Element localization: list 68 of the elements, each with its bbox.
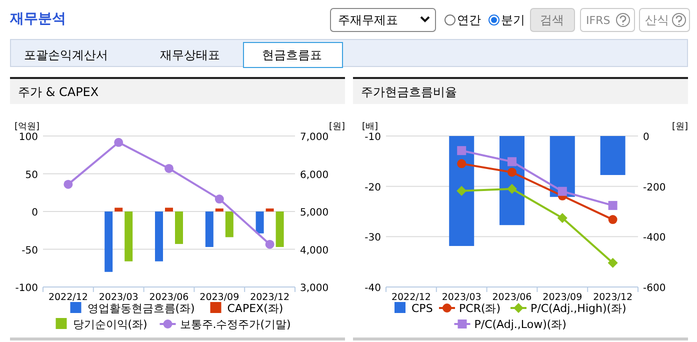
legend-label: CAPEX(좌) (227, 302, 284, 315)
point (608, 215, 618, 224)
point (558, 186, 567, 196)
x-tick-label: 2023/12 (593, 292, 633, 303)
y2-tick-label: 3,000 (300, 283, 329, 294)
y-axis-title: [억원] (14, 122, 40, 132)
y2-axis-title: [원] (328, 122, 346, 132)
x-tick-label: 2023/06 (149, 292, 189, 303)
chart-title: 주가현금흐름비율 (361, 85, 457, 99)
y2-tick-label: 6,000 (300, 170, 329, 181)
x-tick-label: 2023/09 (542, 292, 582, 303)
point (64, 180, 73, 189)
button: 검색 (530, 8, 575, 32)
point (114, 138, 124, 147)
y2-tick-label: -400 (643, 232, 666, 244)
legend-label: 보통주.수정주가(기말) (180, 318, 291, 331)
y2-tick-label: 5,000 (300, 208, 329, 218)
y-tick-label: 50 (25, 170, 38, 181)
y2-tick-label: 4,000 (300, 245, 329, 256)
legend-label: PCR(좌) (459, 302, 501, 315)
button: 산식 (639, 8, 690, 32)
text: 분기 (501, 13, 525, 27)
point (608, 258, 618, 268)
point (608, 200, 618, 210)
chart-title: 주가 & CAPEX (18, 85, 99, 99)
y-tick-label: -20 (364, 182, 381, 194)
y-tick-label: -10 (364, 132, 381, 143)
text: 연간 (457, 13, 481, 27)
y2-tick-label: -200 (643, 182, 666, 194)
button: IFRS (580, 8, 635, 32)
point (508, 157, 516, 166)
y2-axis-title: [원] (672, 122, 688, 132)
text: 재무상태표 (160, 48, 220, 62)
point (507, 184, 517, 194)
y-tick-label: -40 (364, 283, 381, 294)
y-axis-title: [배] (362, 122, 378, 132)
legend-label: P/C(Adj.,Low)(좌) (474, 318, 566, 331)
legend-label: 영업활동현금흐름(좌) (87, 302, 195, 315)
y-tick-label: 100 (18, 132, 38, 143)
point (456, 186, 467, 196)
x-tick-label: 2022/12 (391, 292, 431, 303)
y2-tick-label: 0 (643, 132, 650, 143)
text: 재무분석 (9, 11, 66, 27)
y-tick-label: -30 (364, 232, 381, 244)
y2-tick-label: 7,000 (300, 132, 329, 143)
point (557, 213, 568, 224)
y-tick-label: -100 (15, 283, 38, 294)
point (457, 146, 466, 156)
point (265, 240, 274, 249)
y-tick-label: -50 (22, 245, 38, 256)
text: 현금흐름표 (262, 48, 322, 62)
text: 포괄손익계산서 (24, 48, 108, 62)
y2-tick-label: -600 (643, 283, 666, 294)
dropdown-field: 주재무제표 (330, 8, 436, 32)
point (164, 164, 174, 173)
legend-label: 당기순이익(좌) (72, 318, 148, 331)
x-tick-label: 2023/06 (492, 292, 532, 303)
point (508, 168, 516, 177)
x-tick-label: 2023/12 (250, 292, 290, 303)
legend-label: CPS (412, 302, 433, 315)
legend-label: P/C(Adj.,High)(좌) (530, 302, 626, 315)
x-tick-label: 2023/09 (200, 292, 240, 303)
point (457, 159, 466, 168)
x-tick-label: 2023/03 (442, 292, 482, 303)
point (214, 194, 224, 204)
x-tick-label: 2022/12 (48, 292, 88, 303)
x-tick-label: 2023/03 (98, 292, 138, 303)
y-tick-label: 0 (32, 208, 38, 218)
